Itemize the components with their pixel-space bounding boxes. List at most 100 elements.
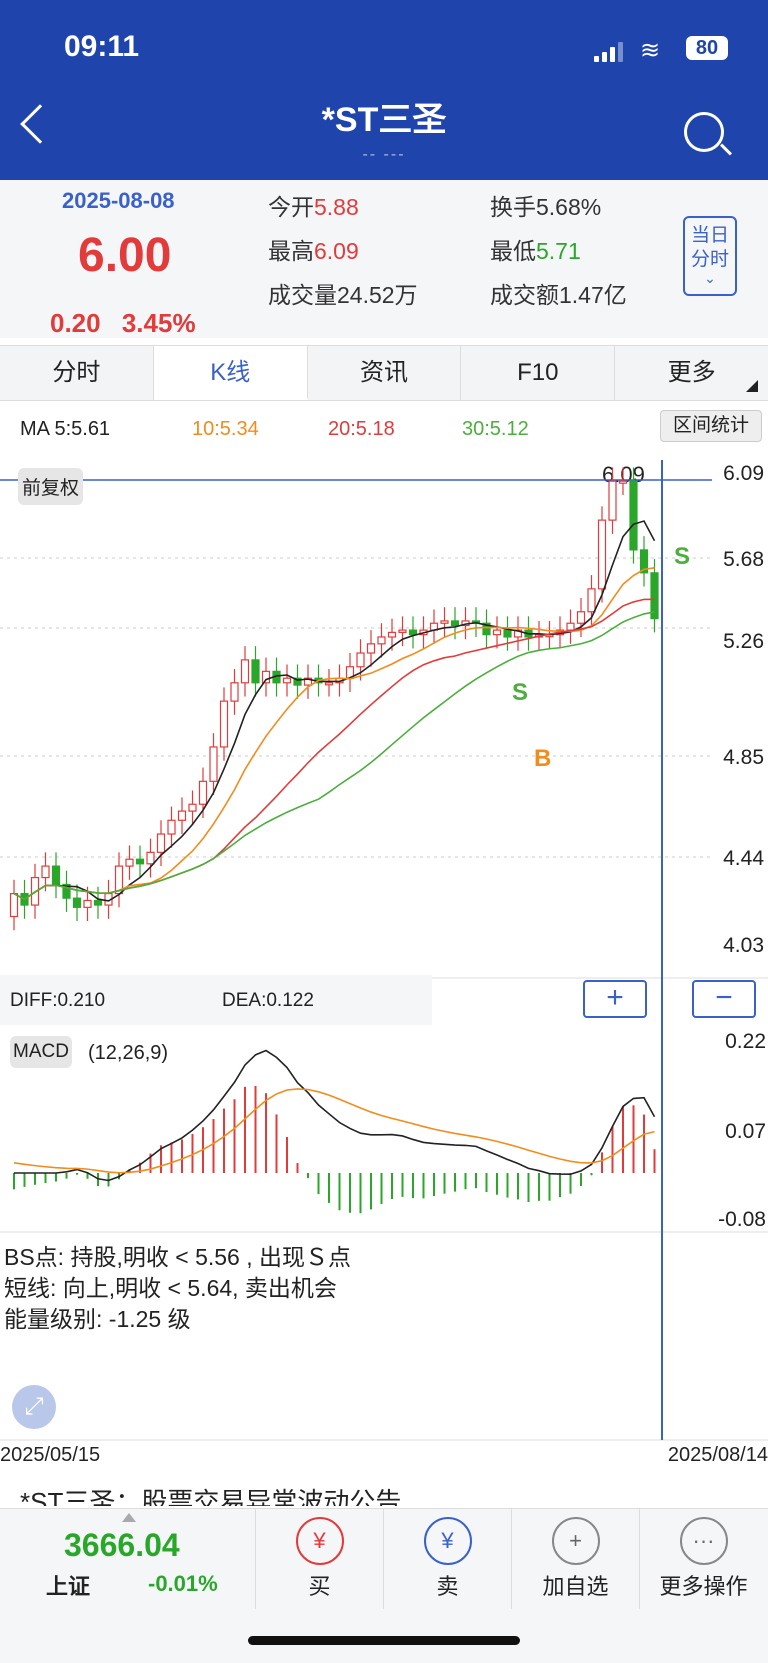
candle-body (156, 833, 166, 853)
tab-f10[interactable]: F10 (461, 346, 616, 400)
candle-body (503, 629, 512, 638)
expand-icon[interactable]: ⤢ (12, 1385, 56, 1429)
range-stats-button[interactable]: 区间统计 (660, 410, 762, 442)
corner-triangle-icon (746, 380, 758, 392)
bs-info-line3: 能量级别: -1.25 级 (4, 1306, 191, 1332)
index-name: 上证 (46, 1574, 91, 1599)
bs-info-line1: BS点: 持股,明收 < 5.56 , 出现Ｓ点 (4, 1244, 351, 1270)
tab-news[interactable]: 资讯 (308, 346, 462, 400)
amount-label: 成交额 (490, 282, 559, 308)
candle-body (51, 865, 61, 886)
search-icon[interactable] (684, 112, 724, 152)
candle-body (303, 677, 313, 686)
wifi-icon: ≋ (640, 37, 661, 64)
ma5-label: MA 5:5.61 (20, 418, 111, 440)
ma10-label: 10:5.34 (192, 418, 259, 440)
chevron-down-icon: ⌄ (704, 270, 716, 286)
candle-body (608, 480, 617, 521)
status-time: 09:11 (64, 30, 140, 63)
stock-title: *ST三圣 (321, 101, 447, 139)
chart-tabs: 分时 K线 资讯 F10 更多 (0, 345, 768, 401)
candle-body (440, 620, 449, 624)
macd-indicator-tag[interactable]: MACD (10, 1036, 72, 1068)
candle-body (282, 677, 292, 684)
price-tick-label: 4.44 (723, 847, 764, 870)
more-actions-button[interactable]: ··· 更多操作 (639, 1509, 767, 1609)
candle-body (650, 572, 659, 620)
add-favorite-icon: + (551, 1517, 600, 1565)
buy-button[interactable]: ¥ 买 (255, 1509, 383, 1609)
candle-body (492, 629, 502, 636)
candle-body (125, 858, 134, 867)
ma5-line (13, 520, 656, 902)
zoom-in-button[interactable]: + (583, 980, 647, 1018)
open-stat: 今开5.88 (268, 188, 359, 222)
adjust-tag[interactable]: 前复权 (18, 468, 84, 505)
volume-stat: 成交量24.52万 (268, 276, 418, 310)
candle-body (387, 631, 397, 638)
index-value[interactable]: 3666.04 (64, 1527, 180, 1563)
macd-tick-label: -0.08 (718, 1208, 766, 1231)
intraday-mode-button[interactable]: 当日 分时 ⌄ (683, 216, 737, 296)
candle-body (587, 588, 596, 613)
sell-button[interactable]: ¥ 卖 (383, 1509, 511, 1609)
candle-body (72, 897, 82, 908)
high-stat: 最高6.09 (268, 232, 359, 266)
candle-body (597, 519, 607, 590)
tab-intraday[interactable]: 分时 (0, 346, 154, 400)
high-value: 6.09 (314, 238, 359, 264)
index-change: -0.01% (148, 1571, 218, 1596)
quote-panel: 2025-08-08 6.00 0.20 3.45% 今开5.88 最高6.09… (0, 180, 768, 338)
add-favorite-label: 加自选 (542, 1574, 609, 1599)
candle-body (209, 746, 218, 782)
candle-body (366, 643, 376, 654)
candle-body (408, 629, 418, 636)
ma10-line (13, 566, 655, 901)
ma-legend: MA 5:5.61 10:5.34 20:5.18 30:5.12 (0, 414, 768, 444)
start-date: 2025/05/15 (0, 1444, 101, 1466)
candle-body (230, 682, 239, 702)
candle-body (62, 883, 71, 899)
low-stat: 最低5.71 (490, 232, 581, 266)
turnover-label: 换手 (490, 194, 536, 220)
candle-body (188, 803, 197, 812)
candle-body (324, 682, 334, 686)
cellular-signal-icon (594, 42, 624, 62)
index-expand-icon[interactable] (122, 1513, 136, 1522)
bs-info-line2: 短线: 向上,明收 < 5.64, 卖出机会 (4, 1275, 337, 1301)
news-headline[interactable]: *ST三圣：股票交易异常波动公告 (20, 1487, 402, 1506)
ma20-label: 20:5.18 (328, 418, 395, 440)
low-label: 最低 (490, 238, 536, 264)
dea-value: DEA:0.122 (222, 990, 314, 1011)
stock-subtitle: -- --- (362, 146, 406, 163)
candle-body (618, 480, 628, 484)
home-indicator (248, 1636, 520, 1645)
battery-icon: 80 (686, 36, 728, 60)
ma30-label: 30:5.12 (462, 418, 529, 440)
dea-line (13, 1088, 655, 1174)
diff-line (14, 1049, 656, 1182)
add-favorite-button[interactable]: + 加自选 (511, 1509, 639, 1609)
candle-body (41, 865, 50, 879)
buy-label: 买 (308, 1574, 331, 1599)
change-value: 0.20 (50, 308, 101, 338)
app-header: 09:11 ≋ 80 *ST三圣 -- --- (0, 0, 768, 180)
candle-body (9, 892, 19, 918)
tab-more[interactable]: 更多 (667, 359, 716, 386)
tab-kline[interactable]: K线 (153, 346, 308, 400)
sell-signal-marker: S (512, 679, 528, 706)
price-tick-label: 6.09 (723, 462, 764, 485)
zoom-out-button[interactable]: − (692, 980, 756, 1018)
buy-signal-marker: B (534, 745, 551, 772)
candle-body (177, 810, 187, 821)
candle-body (293, 677, 302, 686)
last-price: 6.00 (78, 229, 172, 282)
price-tick-label: 4.03 (723, 934, 764, 957)
end-date: 2025/08/14 (667, 1444, 768, 1466)
candle-body (576, 611, 586, 624)
candle-body (219, 700, 229, 748)
more-actions-label: 更多操作 (659, 1574, 748, 1599)
open-value: 5.88 (314, 194, 359, 220)
candle-body (240, 659, 250, 684)
